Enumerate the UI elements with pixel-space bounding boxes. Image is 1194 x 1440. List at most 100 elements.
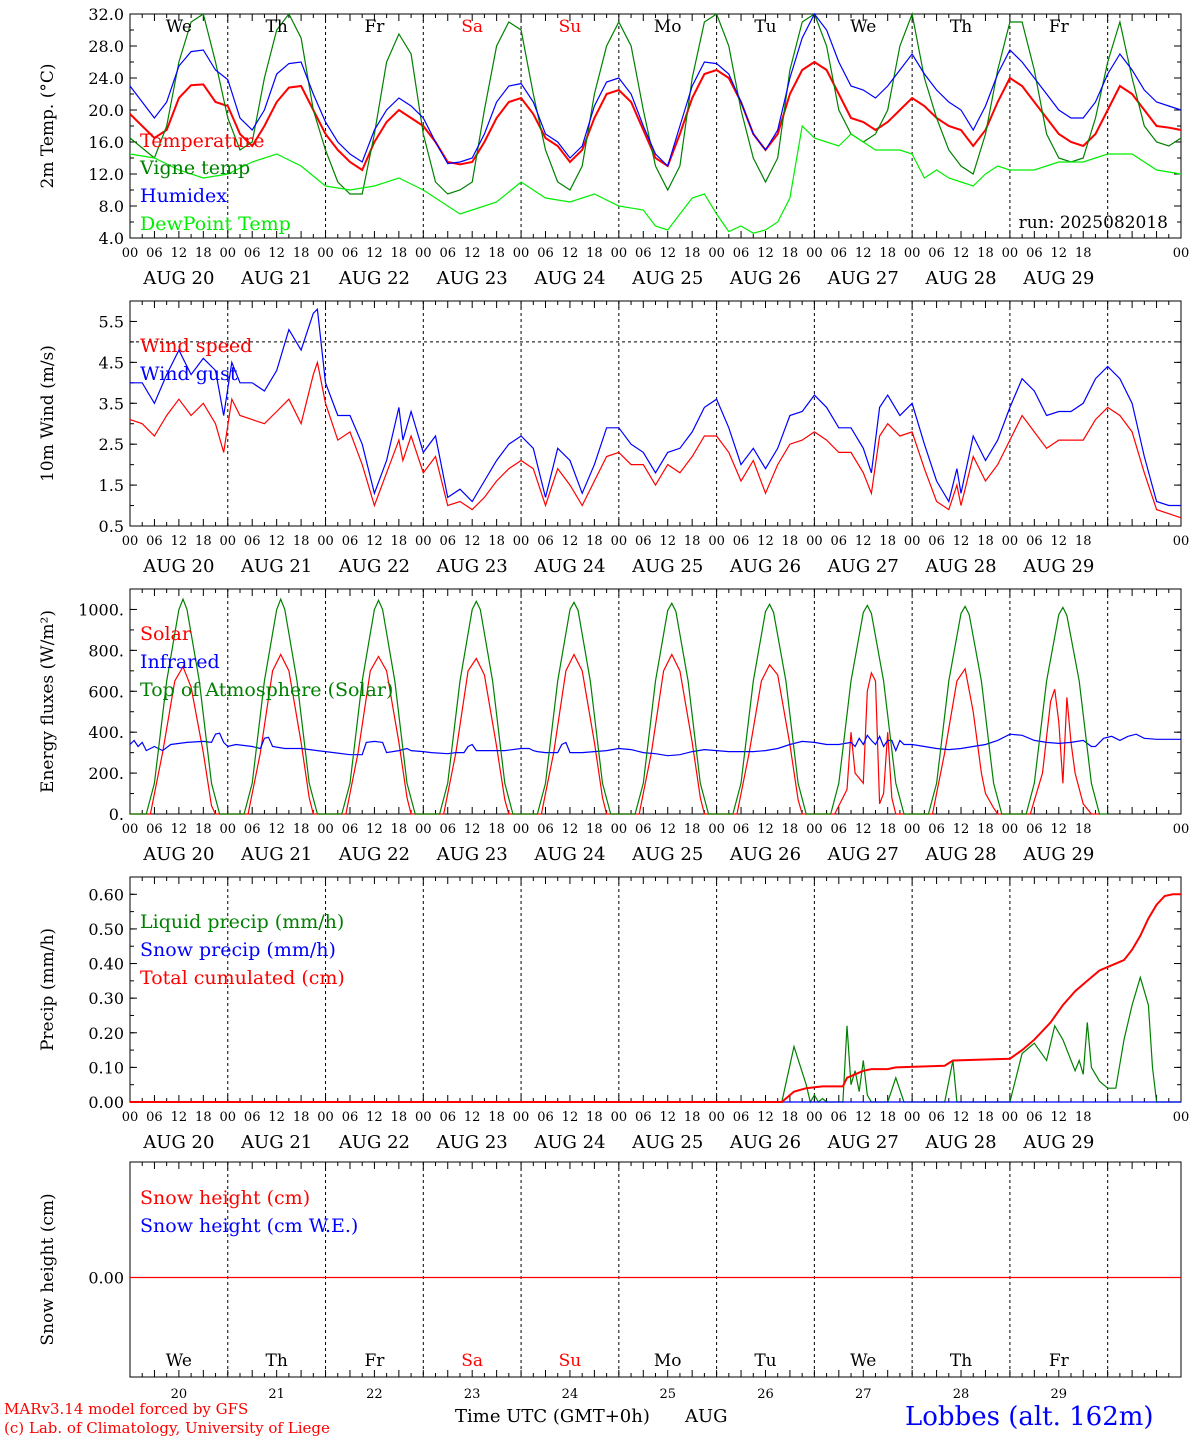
hour-tick-label: 00 xyxy=(122,534,139,549)
hour-tick-label: 18 xyxy=(293,1110,310,1125)
series-line-vigne-temp xyxy=(129,11,1182,195)
day-number-label: 24 xyxy=(562,1387,579,1402)
weekday-label: We xyxy=(166,1351,192,1371)
hour-tick-label: 00 xyxy=(1173,534,1190,549)
date-label: AUG 28 xyxy=(924,268,996,289)
legend-entry: Total cumulated (cm) xyxy=(140,967,345,989)
hour-tick-label: 12 xyxy=(366,1110,383,1125)
date-label: AUG 22 xyxy=(338,556,410,577)
hour-tick-label: 00 xyxy=(806,534,823,549)
y-tick-label: 800. xyxy=(88,641,124,660)
series-line-solar xyxy=(130,653,1100,815)
y-tick-label: 0. xyxy=(109,805,124,824)
hour-tick-label: 00 xyxy=(415,534,432,549)
hour-tick-label: 18 xyxy=(977,822,994,837)
weekday-label: Th xyxy=(266,17,288,37)
hour-tick-label: 12 xyxy=(171,822,188,837)
hour-tick-label: 12 xyxy=(268,246,285,261)
day-number-label: 28 xyxy=(953,1387,970,1402)
hour-tick-label: 18 xyxy=(293,822,310,837)
hour-tick-label: 00 xyxy=(708,246,725,261)
legend-entry: Snow height (cm W.E.) xyxy=(140,1215,358,1237)
hour-tick-label: 00 xyxy=(1002,534,1019,549)
hour-tick-label: 06 xyxy=(635,246,652,261)
hour-tick-label: 00 xyxy=(806,822,823,837)
hour-tick-label: 12 xyxy=(1051,246,1068,261)
hour-tick-label: 18 xyxy=(488,822,505,837)
weekday-label: Mo xyxy=(654,17,682,37)
hour-tick-label: 06 xyxy=(635,1110,652,1125)
month-label: AUG xyxy=(685,1406,728,1427)
y-tick-label: 0.60 xyxy=(88,885,124,904)
y-tick-label: 0.10 xyxy=(88,1058,124,1077)
hour-tick-label: 00 xyxy=(708,534,725,549)
y-axis-title: 10m Wind (m/s) xyxy=(38,345,58,482)
y-tick-label: 20.0 xyxy=(88,101,124,120)
hour-tick-label: 12 xyxy=(953,1110,970,1125)
hour-tick-label: 00 xyxy=(904,246,921,261)
hour-tick-label: 18 xyxy=(782,246,799,261)
hour-tick-label: 12 xyxy=(464,822,481,837)
date-label: AUG 29 xyxy=(1022,268,1094,289)
hour-tick-label: 00 xyxy=(317,534,334,549)
hour-tick-label: 06 xyxy=(1026,1110,1043,1125)
series-line-infrared xyxy=(129,732,1181,757)
date-label: AUG 27 xyxy=(827,844,899,865)
date-label: AUG 26 xyxy=(729,1132,801,1153)
y-tick-label: 0.5 xyxy=(99,517,124,536)
date-label: AUG 27 xyxy=(827,1132,899,1153)
weekday-label: Fr xyxy=(364,17,385,37)
hour-tick-label: 12 xyxy=(1051,1110,1068,1125)
date-label: AUG 27 xyxy=(827,556,899,577)
hour-tick-label: 06 xyxy=(244,1110,261,1125)
series-line-temperature xyxy=(129,60,1182,172)
y-tick-label: 4.5 xyxy=(99,353,124,372)
hour-tick-label: 06 xyxy=(146,1110,163,1125)
hour-tick-label: 06 xyxy=(831,1110,848,1125)
panel-wind: 0.5 1.5 2.5 3.5 4.5 5.5 10m Wind (m/s) Wind spe… xyxy=(38,300,1190,577)
hour-tick-label: 06 xyxy=(439,246,456,261)
hour-tick-label: 12 xyxy=(659,1110,676,1125)
hour-tick-label: 00 xyxy=(513,246,530,261)
y-axis-title: Precip (mm/h) xyxy=(38,928,58,1051)
legend-entry: Solar xyxy=(140,623,192,645)
series-line-humidex xyxy=(129,12,1182,168)
hour-tick-label: 12 xyxy=(464,534,481,549)
date-label: AUG 28 xyxy=(924,844,996,865)
hour-tick-label: 18 xyxy=(391,534,408,549)
series-line-wind-speed xyxy=(129,360,1182,519)
hour-tick-label: 06 xyxy=(733,822,750,837)
date-label: AUG 23 xyxy=(436,844,508,865)
hour-tick-label: 12 xyxy=(855,534,872,549)
hour-tick-label: 00 xyxy=(219,246,236,261)
hour-tick-label: 18 xyxy=(391,246,408,261)
date-label: AUG 21 xyxy=(240,268,312,289)
hour-tick-label: 12 xyxy=(464,246,481,261)
hour-tick-label: 18 xyxy=(879,246,896,261)
date-label: AUG 28 xyxy=(924,556,996,577)
weekday-label: Su xyxy=(559,17,582,37)
weekday-label: Fr xyxy=(1049,17,1070,37)
hour-tick-label: 00 xyxy=(1173,246,1190,261)
panel-temperature: 4.0 8.0 12.0 16.0 20.0 24.0 28.0 32.0 2m Temp. (… xyxy=(38,5,1189,289)
location-title: Lobbes (alt. 162m) xyxy=(905,1402,1154,1432)
hour-tick-label: 06 xyxy=(244,534,261,549)
y-axis-title: Energy fluxes (W/m²) xyxy=(38,610,58,793)
time-axis-title: Time UTC (GMT+0h) xyxy=(455,1406,650,1427)
run-label: run: 2025082018 xyxy=(1019,213,1168,233)
hour-tick-label: 00 xyxy=(1002,822,1019,837)
y-tick-label: 0.00 xyxy=(88,1269,124,1288)
hour-tick-label: 00 xyxy=(708,1110,725,1125)
y-tick-label: 1000. xyxy=(78,600,124,619)
legend-entry: Vigne temp xyxy=(139,157,250,179)
hour-tick-label: 00 xyxy=(415,1110,432,1125)
hour-tick-label: 18 xyxy=(586,822,603,837)
hour-tick-label: 00 xyxy=(513,822,530,837)
day-number-label: 22 xyxy=(366,1387,383,1402)
hour-tick-label: 06 xyxy=(439,822,456,837)
y-tick-label: 0.50 xyxy=(88,920,124,939)
weekday-label: Fr xyxy=(1049,1351,1070,1371)
series-line-wind-gust xyxy=(130,307,1181,507)
hour-tick-label: 18 xyxy=(977,534,994,549)
hour-tick-label: 00 xyxy=(317,822,334,837)
